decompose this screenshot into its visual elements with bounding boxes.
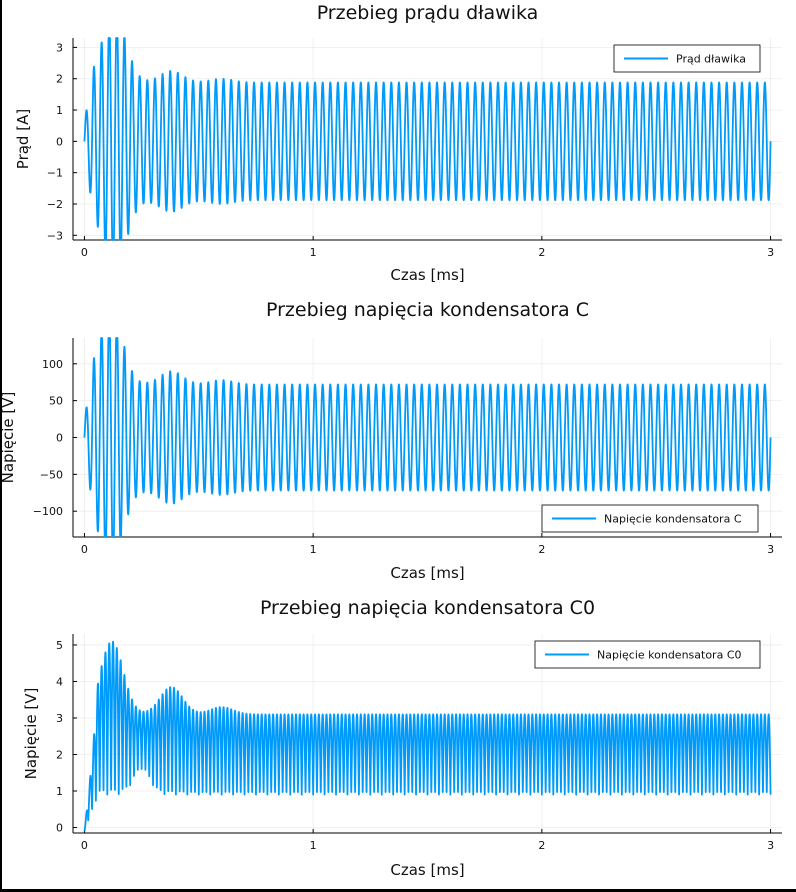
x-tick-label: 2 (538, 246, 545, 259)
x-tick-label: 0 (81, 246, 88, 259)
legend-entry: Napięcie kondensatora C (604, 513, 742, 526)
x-tick-label: 3 (767, 839, 774, 852)
chart-3: 0 1 2 3 0 1 2 3 4 5 Przebieg napięcia kondensatora… (22, 597, 782, 879)
y-axis-label: Prąd [A] (14, 109, 32, 169)
legend: Prąd dławika (613, 44, 761, 73)
y-tick-label: 4 (56, 675, 63, 688)
y-tick-label: 0 (56, 135, 63, 148)
x-tick-label: 2 (538, 543, 545, 556)
window-bottom-edge (0, 889, 796, 892)
legend: Napięcie kondensatora C0 (534, 640, 761, 669)
legend-entry: Napięcie kondensatora C0 (597, 649, 742, 662)
y-axis-label: Napięcie [V] (22, 688, 40, 780)
y-tick-label: 0 (56, 822, 63, 835)
legend: Napięcie kondensatora C (541, 504, 759, 533)
x-tick-label: 3 (767, 543, 774, 556)
chart-title: Przebieg napięcia kondensatora C0 (260, 597, 595, 619)
y-tick-label: 3 (56, 712, 63, 725)
y-tick-label: −3 (47, 229, 63, 242)
chart-title: Przebieg napięcia kondensatora C (266, 299, 589, 321)
y-tick-label: 0 (56, 432, 63, 445)
x-tick-label: 0 (81, 839, 88, 852)
series-line (83, 337, 772, 538)
legend-entry: Prąd dławika (676, 53, 746, 66)
y-axis-label: Napięcie [V] (0, 392, 17, 484)
y-tick-label: 1 (56, 785, 63, 798)
x-tick-label: 1 (310, 839, 317, 852)
x-tick-label: 0 (81, 543, 88, 556)
y-tick-label: 50 (49, 395, 63, 408)
x-tick-label: 1 (310, 246, 317, 259)
x-tick-label: 2 (538, 839, 545, 852)
y-tick-label: −2 (47, 198, 63, 211)
series-line (83, 640, 772, 832)
y-tick-label: 3 (56, 41, 63, 54)
x-axis-label: Czas [ms] (390, 861, 464, 879)
chart-1: 0 1 2 3 −3 −2 −1 0 1 2 3 Przebieg prądu dławika Czas… (14, 2, 782, 284)
window-left-edge (0, 0, 2, 892)
y-tick-label: 2 (56, 748, 63, 761)
x-tick-label: 3 (767, 246, 774, 259)
x-tick-label: 1 (310, 543, 317, 556)
y-tick-label: −1 (47, 167, 63, 180)
y-tick-label: 1 (56, 104, 63, 117)
y-tick-label: −50 (40, 468, 63, 481)
x-axis-label: Czas [ms] (390, 266, 464, 284)
y-tick-label: −100 (33, 505, 63, 518)
x-axis-label: Czas [ms] (390, 564, 464, 582)
series-line (83, 37, 772, 241)
chart-title: Przebieg prądu dławika (317, 2, 539, 24)
y-tick-label: 5 (56, 639, 63, 652)
y-tick-label: 2 (56, 73, 63, 86)
y-tick-label: 100 (42, 358, 63, 371)
chart-2: 0 1 2 3 −100 −50 0 50 100 Przebieg napięcia konde… (0, 299, 782, 582)
